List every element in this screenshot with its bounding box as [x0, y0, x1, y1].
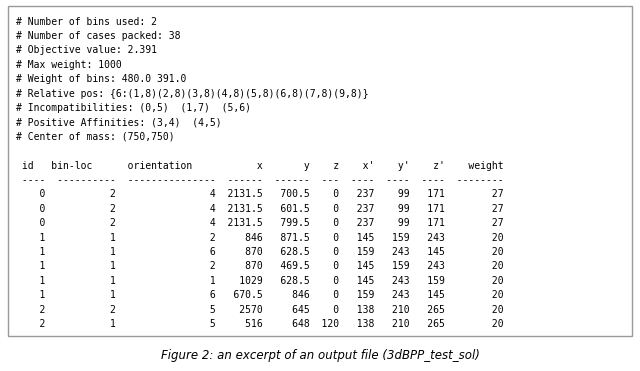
- Text: Figure 2: an excerpt of an output file (3dBPP_test_sol): Figure 2: an excerpt of an output file (…: [161, 349, 479, 362]
- Text: # Number of bins used: 2
# Number of cases packed: 38
# Objective value: 2.391
#: # Number of bins used: 2 # Number of cas…: [16, 17, 504, 329]
